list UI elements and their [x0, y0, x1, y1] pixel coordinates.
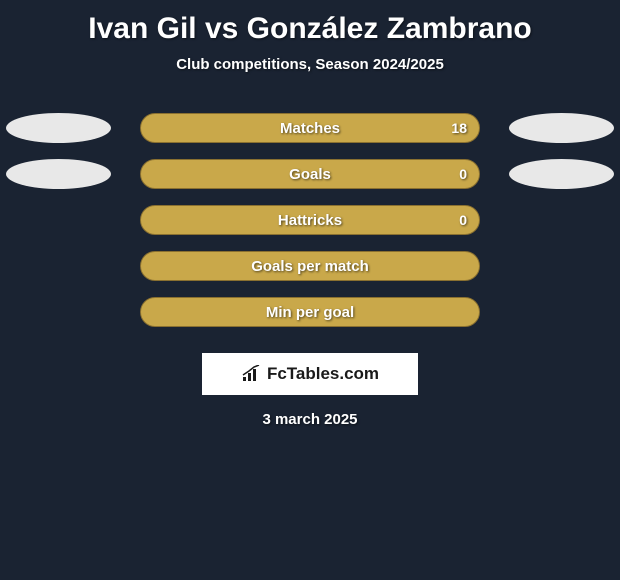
chart-icon	[241, 365, 263, 383]
stat-row: Matches 18	[0, 105, 620, 151]
stat-bar-matches: Matches 18	[140, 113, 480, 143]
stat-bar-min-per-goal: Min per goal	[140, 297, 480, 327]
left-player-shape	[6, 159, 111, 189]
stat-row: Min per goal	[0, 289, 620, 335]
page-title: Ivan Gil vs González Zambrano	[0, 0, 620, 46]
stat-value: 0	[459, 166, 467, 182]
right-player-shape	[509, 159, 614, 189]
stat-bar-hattricks: Hattricks 0	[140, 205, 480, 235]
stats-rows: Matches 18 Goals 0 Hattricks 0 Goals per…	[0, 105, 620, 335]
logo-text: FcTables.com	[241, 364, 379, 384]
right-player-shape	[509, 113, 614, 143]
stat-label: Min per goal	[266, 304, 354, 321]
stat-row: Goals 0	[0, 151, 620, 197]
stat-row: Goals per match	[0, 243, 620, 289]
logo-label: FcTables.com	[267, 364, 379, 384]
stat-label: Goals per match	[251, 258, 369, 275]
stat-bar-goals-per-match: Goals per match	[140, 251, 480, 281]
stat-label: Hattricks	[278, 212, 342, 229]
date-text: 3 march 2025	[0, 411, 620, 428]
left-player-shape	[6, 113, 111, 143]
stat-row: Hattricks 0	[0, 197, 620, 243]
stat-value: 0	[459, 212, 467, 228]
stat-label: Goals	[289, 166, 331, 183]
stat-value: 18	[451, 120, 467, 136]
stat-bar-goals: Goals 0	[140, 159, 480, 189]
page-subtitle: Club competitions, Season 2024/2025	[0, 56, 620, 73]
logo-box: FcTables.com	[202, 353, 418, 395]
stat-label: Matches	[280, 120, 340, 137]
